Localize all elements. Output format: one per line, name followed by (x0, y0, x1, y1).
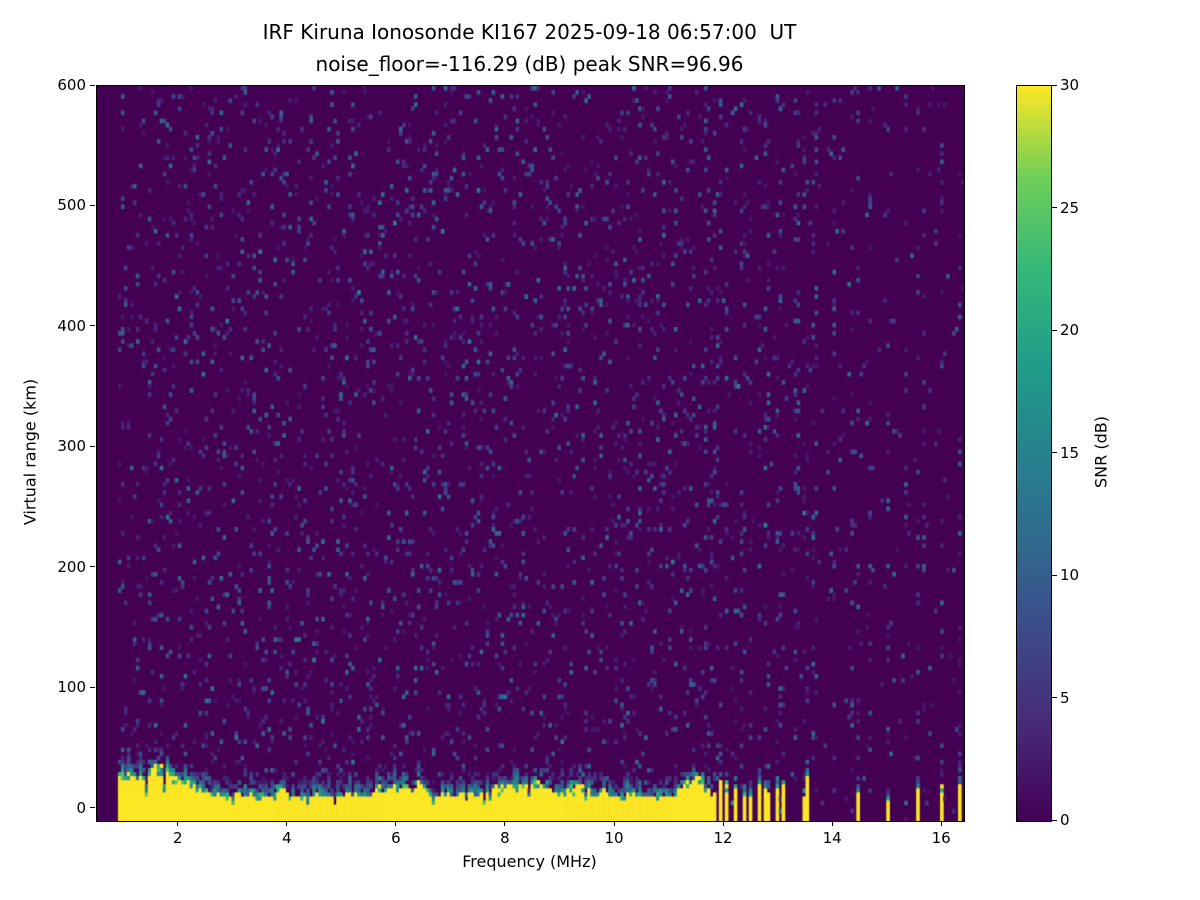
y-axis-label: Virtual range (km) (20, 378, 40, 526)
x-tick-mark (177, 821, 179, 826)
heatmap-plot-area (96, 85, 965, 822)
x-tick-mark (286, 821, 288, 826)
colorbar-tick-mark (1052, 84, 1057, 86)
y-tick-mark (90, 204, 95, 206)
y-tick-mark (90, 445, 95, 447)
y-tick-mark (90, 686, 95, 688)
colorbar-tick-label: 5 (1060, 688, 1070, 707)
colorbar-tick-mark (1052, 574, 1057, 576)
colorbar (1016, 85, 1052, 822)
y-tick-label: 200 (57, 557, 86, 576)
y-tick-label: 400 (57, 316, 86, 335)
x-tick-label: 6 (391, 829, 401, 847)
x-tick-mark (613, 821, 615, 826)
colorbar-tick-label: 30 (1060, 76, 1080, 94)
colorbar-tick-label: 20 (1060, 321, 1080, 339)
colorbar-tick-label: 10 (1060, 566, 1080, 584)
colorbar-tick-mark (1052, 207, 1057, 208)
x-tick-label: 4 (282, 829, 292, 847)
colorbar-tick-mark (1052, 329, 1057, 331)
x-tick-mark (831, 821, 833, 826)
chart-subtitle: noise_floor=-116.29 (dB) peak SNR=96.96 (315, 52, 744, 76)
x-tick-mark (504, 821, 506, 826)
colorbar-tick-label: 15 (1060, 443, 1080, 462)
y-tick-label: 300 (57, 437, 86, 456)
x-tick-mark (395, 821, 397, 826)
x-tick-label: 12 (713, 829, 733, 847)
y-tick-label: 100 (57, 678, 86, 697)
colorbar-tick-mark (1052, 697, 1057, 698)
x-tick-label: 16 (931, 829, 951, 847)
y-tick-mark (90, 325, 95, 327)
colorbar-tick-mark (1052, 452, 1057, 453)
y-tick-label: 600 (57, 76, 86, 94)
colorbar-tick-label: 25 (1060, 198, 1080, 217)
x-axis-label: Frequency (MHz) (462, 852, 597, 871)
y-tick-mark (90, 566, 95, 568)
y-tick-mark (90, 84, 95, 86)
y-tick-label: 500 (57, 196, 86, 215)
y-tick-mark (90, 807, 95, 809)
x-tick-label: 10 (604, 829, 624, 847)
x-tick-label: 14 (822, 829, 842, 847)
chart-title: IRF Kiruna Ionosonde KI167 2025-09-18 06… (262, 20, 797, 44)
x-tick-label: 2 (173, 829, 183, 847)
y-tick-label: 0 (76, 798, 86, 817)
ionogram-heatmap-canvas (97, 86, 964, 821)
x-tick-label: 8 (500, 829, 510, 847)
x-tick-mark (722, 821, 724, 826)
colorbar-tick-mark (1052, 819, 1057, 821)
x-tick-mark (940, 821, 942, 826)
colorbar-tick-label: 0 (1060, 811, 1070, 829)
